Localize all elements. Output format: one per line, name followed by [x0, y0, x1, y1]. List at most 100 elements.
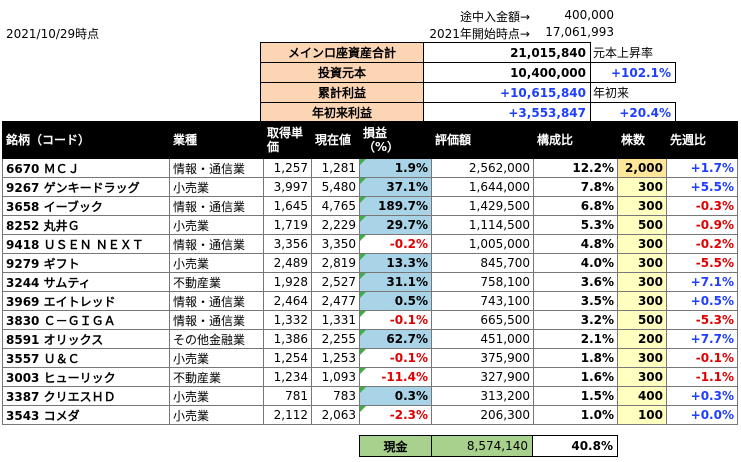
cell-sector: 小売業 — [169, 177, 264, 197]
cell-sector: 小売業 — [169, 253, 264, 273]
cell-name: 3003 ヒューリック — [2, 367, 170, 387]
table-row: 3244 サムティ 不動産業 1,928 2,527 31.1% 758,100 3.6% 3… — [2, 272, 738, 292]
summary-label: 年初来利益 — [260, 102, 424, 123]
cell-shares: 300 — [617, 291, 667, 311]
cell-week: +0.0% — [666, 405, 738, 425]
cell-name: 3658 イーブック — [2, 196, 170, 216]
cell-sector: 情報・通信業 — [169, 310, 264, 330]
cell-cost: 3,356 — [263, 234, 312, 254]
cell-price: 2,477 — [311, 291, 360, 311]
table-row: 3658 イーブック 情報・通信業 1,645 4,765 189.7% 1,429,50… — [2, 196, 738, 216]
cell-price: 2,527 — [311, 272, 360, 292]
summary-side-pct: +20.4% — [590, 102, 676, 123]
cell-price: 2,229 — [311, 215, 360, 235]
cell-cost: 781 — [263, 386, 312, 406]
cell-price: 3,350 — [311, 234, 360, 254]
cash-label: 現金 — [359, 435, 432, 457]
cell-price: 1,331 — [311, 310, 360, 330]
cell-week: +7.1% — [666, 272, 738, 292]
cell-shares: 300 — [617, 253, 667, 273]
cell-shares: 300 — [617, 272, 667, 292]
summary-row: 累計利益 +10,615,840 年初来 — [260, 82, 676, 103]
cell-cost: 1,257 — [263, 158, 312, 178]
cell-value: 1,429,500 — [431, 196, 534, 216]
cell-name: 3557 Ｕ＆Ｃ — [2, 348, 170, 368]
cell-week: +1.7% — [666, 158, 738, 178]
cell-name: 9267 ゲンキードラッグ — [2, 177, 170, 197]
cell-price: 4,765 — [311, 196, 360, 216]
cell-ratio: 7.8% — [533, 177, 618, 197]
cell-sector: 情報・通信業 — [169, 158, 264, 178]
cell-pl: -0.1% — [359, 348, 432, 368]
cell-price: 2,255 — [311, 329, 360, 349]
cell-pl: -0.1% — [359, 310, 432, 330]
cell-ratio: 3.2% — [533, 310, 618, 330]
cell-shares: 200 — [617, 329, 667, 349]
cell-ratio: 12.2% — [533, 158, 618, 178]
cash-value: 8,574,140 — [431, 435, 533, 457]
cell-ratio: 1.0% — [533, 405, 618, 425]
cell-value: 313,200 — [431, 386, 534, 406]
col-sector: 業種 — [169, 121, 264, 159]
col-price: 現在値 — [311, 121, 360, 159]
summary-value: +3,553,847 — [423, 102, 591, 123]
cell-value: 1,644,000 — [431, 177, 534, 197]
table-row: 3003 ヒューリック 不動産業 1,234 1,093 -11.4% 327,900 1.… — [2, 367, 738, 387]
summary-table: メインロ座資産合計 21,015,840 元本上昇率 投資元本 10,400,000 +1… — [260, 42, 676, 123]
cell-sector: 小売業 — [169, 348, 264, 368]
cell-cost: 2,464 — [263, 291, 312, 311]
cell-cost: 3,997 — [263, 177, 312, 197]
cell-shares: 300 — [617, 348, 667, 368]
cell-value: 758,100 — [431, 272, 534, 292]
cell-sector: 不動産業 — [169, 272, 264, 292]
cell-cost: 1,254 — [263, 348, 312, 368]
col-ratio: 構成比 — [533, 121, 618, 159]
cell-value: 665,500 — [431, 310, 534, 330]
cell-cost: 1,928 — [263, 272, 312, 292]
cell-value: 375,900 — [431, 348, 534, 368]
summary-row: 投資元本 10,400,000 +102.1% — [260, 62, 676, 83]
table-row: 3387 クリエスＨＤ 小売業 781 783 0.3% 313,200 1.5% 400 +0… — [2, 386, 738, 406]
cell-sector: 小売業 — [169, 386, 264, 406]
cell-price: 783 — [311, 386, 360, 406]
summary-value: 10,400,000 — [423, 62, 591, 83]
cell-pl: 1.9% — [359, 158, 432, 178]
cell-ratio: 2.1% — [533, 329, 618, 349]
cell-cost: 1,234 — [263, 367, 312, 387]
cell-week: +5.5% — [666, 177, 738, 197]
cell-pl: -2.3% — [359, 405, 432, 425]
cell-week: -1.1% — [666, 367, 738, 387]
cell-ratio: 3.5% — [533, 291, 618, 311]
cell-sector: 不動産業 — [169, 367, 264, 387]
cell-pl: -11.4% — [359, 367, 432, 387]
cell-value: 327,900 — [431, 367, 534, 387]
cell-week: -0.2% — [666, 234, 738, 254]
table-row: 3543 コメダ 小売業 2,112 2,063 -2.3% 206,300 1.0% 100… — [2, 405, 738, 425]
cell-price: 1,253 — [311, 348, 360, 368]
cell-sector: 小売業 — [169, 405, 264, 425]
cell-shares: 500 — [617, 310, 667, 330]
cell-name: 8252 丸井Ｇ — [2, 215, 170, 235]
col-name: 銘柄（コード） — [2, 121, 170, 159]
cell-name: 3244 サムティ — [2, 272, 170, 292]
summary-side-label: 元本上昇率 — [593, 45, 654, 60]
summary-value: +10,615,840 — [423, 82, 591, 103]
cell-value: 1,005,000 — [431, 234, 534, 254]
cell-shares: 2,000 — [617, 158, 667, 178]
table-row: 9267 ゲンキードラッグ 小売業 3,997 5,480 37.1% 1,644,000… — [2, 177, 738, 197]
table-row: 8591 オリックス その他金融業 1,386 2,255 62.7% 451,000 2.… — [2, 329, 738, 349]
table-row: 9418 ＵＳＥＮ ＮＥＸＴ 情報・通信業 3,356 3,350 -0.2% 1,005… — [2, 234, 738, 254]
cell-name: 9279 ギフト — [2, 253, 170, 273]
summary-side-label: 年初来 — [593, 86, 630, 100]
table-row: 3830 Ｃ－ＧＩＧＡ 情報・通信業 1,332 1,331 -0.1% 665,500 3… — [2, 310, 738, 330]
cell-shares: 300 — [617, 196, 667, 216]
cell-sector: 情報・通信業 — [169, 196, 264, 216]
summary-row: 年初来利益 +3,553,847 +20.4% — [260, 102, 676, 123]
deposit-value: 400,000 — [564, 8, 614, 22]
cell-shares: 500 — [617, 215, 667, 235]
holdings-table: 銘柄（コード） 業種 取得単価 現在値 損益 （%） 評価額 構成比 株数 先週比… — [2, 121, 738, 425]
cell-week: -0.9% — [666, 215, 738, 235]
summary-row: メインロ座資産合計 21,015,840 元本上昇率 — [260, 42, 676, 63]
cell-price: 1,093 — [311, 367, 360, 387]
cell-week: +0.5% — [666, 291, 738, 311]
